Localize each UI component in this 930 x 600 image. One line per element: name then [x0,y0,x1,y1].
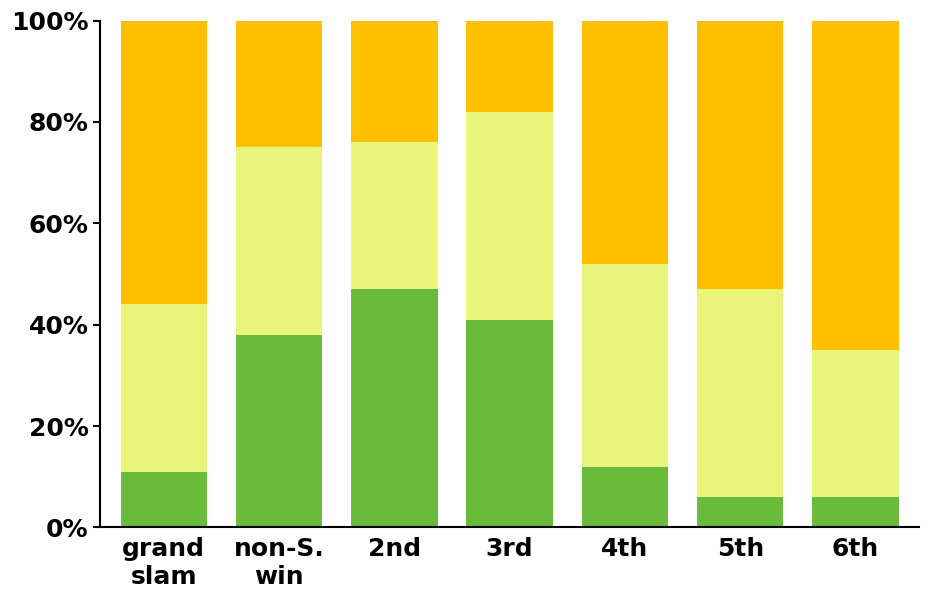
Bar [697,20,783,289]
Bar [352,20,438,142]
Bar [812,350,898,497]
Bar [236,20,323,147]
Bar [581,264,668,467]
Bar [697,497,783,527]
Bar [352,289,438,527]
Bar [812,20,898,350]
Bar [236,335,323,527]
Bar [467,20,552,112]
Bar [467,112,552,320]
Bar [697,289,783,497]
Bar [121,20,207,304]
Bar [812,497,898,527]
Bar [121,472,207,527]
Bar [581,467,668,527]
Bar [467,320,552,527]
Bar [352,142,438,289]
Bar [236,147,323,335]
Bar [121,304,207,472]
Bar [581,20,668,264]
